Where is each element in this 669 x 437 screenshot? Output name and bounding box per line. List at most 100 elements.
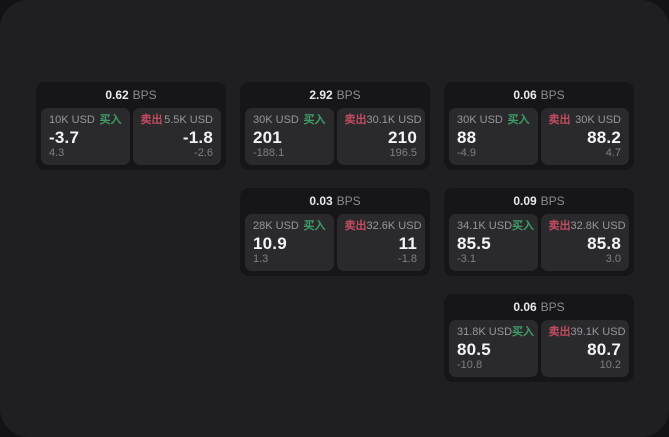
sell-tile-top: 卖出 39.1K USD [548, 326, 626, 339]
bps-value: 0.62 [105, 88, 129, 102]
sell-tile-top: 卖出 30.1K USD [344, 114, 422, 127]
buy-tile[interactable]: 28K USD 买入 10.9 1.3 [245, 214, 334, 271]
bps-unit: BPS [336, 88, 361, 102]
buy-label: 买入 [303, 220, 326, 232]
quote-card: 0.06 BPS 31.8K USD 买入 80.5 -10.8 卖 [444, 294, 634, 382]
sell-label: 卖出 [548, 326, 571, 338]
buy-price: 85.5 [457, 234, 491, 253]
buy-amount: 28K USD [253, 220, 299, 232]
buy-amount: 30K USD [457, 114, 503, 126]
bid-ask-tiles: 34.1K USD 买入 85.5 -3.1 卖出 32.8K USD 85.8… [449, 214, 629, 271]
bps-unit: BPS [540, 300, 565, 314]
sell-price: -1.8 [182, 128, 213, 147]
buy-tile[interactable]: 30K USD 买入 88 -4.9 [449, 108, 538, 165]
bps-value: 0.09 [513, 194, 537, 208]
buy-amount: 34.1K USD [457, 220, 513, 232]
buy-tile[interactable]: 10K USD 买入 -3.7 4.3 [41, 108, 130, 165]
sell-label: 卖出 [344, 220, 367, 232]
buy-delta: -10.8 [457, 359, 483, 371]
sell-delta: 4.7 [605, 147, 621, 159]
buy-price: 88 [457, 128, 477, 147]
bps-unit: BPS [540, 88, 565, 102]
bps-value: 2.92 [309, 88, 333, 102]
sell-price: 85.8 [587, 234, 621, 253]
buy-tile-top: 28K USD 买入 [253, 220, 326, 233]
bid-ask-tiles: 10K USD 买入 -3.7 4.3 卖出 5.5K USD -1.8 -2.… [41, 108, 221, 165]
bid-ask-tiles: 30K USD 买入 88 -4.9 卖出 30K USD 88.2 4.7 [449, 108, 629, 165]
spread-header: 2.92 BPS [240, 82, 430, 108]
sell-price: 80.7 [587, 340, 621, 359]
sell-price: 210 [388, 128, 417, 147]
buy-tile-top: 31.8K USD 买入 [457, 326, 534, 339]
sell-tile-top: 卖出 32.6K USD [344, 220, 422, 233]
buy-tile-top: 10K USD 买入 [49, 114, 122, 127]
buy-price: 80.5 [457, 340, 491, 359]
buy-tile-top: 30K USD 买入 [253, 114, 326, 127]
sell-delta: 3.0 [605, 253, 621, 265]
bps-value: 0.03 [309, 194, 333, 208]
bps-value: 0.06 [513, 88, 537, 102]
sell-delta: -1.8 [398, 253, 417, 265]
spread-header: 0.06 BPS [444, 294, 634, 320]
sell-tile[interactable]: 卖出 39.1K USD 80.7 10.2 [540, 320, 629, 377]
buy-price: -3.7 [49, 128, 80, 147]
spread-header: 0.06 BPS [444, 82, 634, 108]
sell-tile[interactable]: 卖出 32.8K USD 85.8 3.0 [540, 214, 629, 271]
buy-delta: 4.3 [49, 147, 65, 159]
sell-amount: 32.8K USD [570, 220, 626, 232]
sell-label: 卖出 [140, 114, 163, 126]
quote-card: 0.62 BPS 10K USD 买入 -3.7 4.3 卖出 [36, 82, 226, 170]
quote-grid: 0.62 BPS 10K USD 买入 -3.7 4.3 卖出 [36, 82, 634, 382]
sell-delta: 10.2 [599, 359, 621, 371]
sell-amount: 30.1K USD [366, 114, 422, 126]
bid-ask-tiles: 28K USD 买入 10.9 1.3 卖出 32.6K USD 11 -1.8 [245, 214, 425, 271]
buy-delta: 1.3 [253, 253, 269, 265]
sell-tile[interactable]: 卖出 32.6K USD 11 -1.8 [336, 214, 425, 271]
sell-price: 88.2 [587, 128, 621, 147]
sell-amount: 32.6K USD [366, 220, 422, 232]
sell-amount: 30K USD [575, 114, 621, 126]
bps-value: 0.06 [513, 300, 537, 314]
quote-card: 0.09 BPS 34.1K USD 买入 85.5 -3.1 卖出 [444, 188, 634, 276]
buy-label: 买入 [512, 220, 535, 232]
spread-header: 0.62 BPS [36, 82, 226, 108]
sell-label: 卖出 [344, 114, 367, 126]
sell-tile-top: 卖出 30K USD [549, 114, 622, 127]
buy-amount: 31.8K USD [457, 326, 513, 338]
sell-delta: 196.5 [389, 147, 417, 159]
spread-header: 0.09 BPS [444, 188, 634, 214]
buy-price: 10.9 [253, 234, 287, 253]
buy-delta: -188.1 [253, 147, 285, 159]
buy-delta: -4.9 [457, 147, 476, 159]
sell-amount: 5.5K USD [164, 114, 213, 126]
bid-ask-tiles: 30K USD 买入 201 -188.1 卖出 30.1K USD 210 1… [245, 108, 425, 165]
buy-price: 201 [253, 128, 282, 147]
buy-tile-top: 34.1K USD 买入 [457, 220, 534, 233]
buy-amount: 30K USD [253, 114, 299, 126]
sell-tile[interactable]: 卖出 30K USD 88.2 4.7 [540, 108, 629, 165]
bps-unit: BPS [336, 194, 361, 208]
sell-amount: 39.1K USD [570, 326, 626, 338]
buy-amount: 10K USD [49, 114, 95, 126]
bps-unit: BPS [540, 194, 565, 208]
buy-tile[interactable]: 31.8K USD 买入 80.5 -10.8 [449, 320, 538, 377]
sell-tile[interactable]: 卖出 5.5K USD -1.8 -2.6 [132, 108, 221, 165]
sell-label: 卖出 [548, 114, 571, 126]
buy-label: 买入 [303, 114, 326, 126]
spread-header: 0.03 BPS [240, 188, 430, 214]
sell-label: 卖出 [548, 220, 571, 232]
buy-tile[interactable]: 34.1K USD 买入 85.5 -3.1 [449, 214, 538, 271]
sell-delta: -2.6 [194, 147, 213, 159]
quote-card: 0.06 BPS 30K USD 买入 88 -4.9 卖出 [444, 82, 634, 170]
bps-unit: BPS [132, 88, 157, 102]
sell-tile-top: 卖出 32.8K USD [548, 220, 626, 233]
quote-card: 0.03 BPS 28K USD 买入 10.9 1.3 卖出 [240, 188, 430, 276]
sell-price: 11 [398, 234, 417, 253]
quote-card: 2.92 BPS 30K USD 买入 201 -188.1 卖出 [240, 82, 430, 170]
buy-label: 买入 [99, 114, 122, 126]
sell-tile[interactable]: 卖出 30.1K USD 210 196.5 [336, 108, 425, 165]
buy-tile[interactable]: 30K USD 买入 201 -188.1 [245, 108, 334, 165]
buy-label: 买入 [512, 326, 535, 338]
